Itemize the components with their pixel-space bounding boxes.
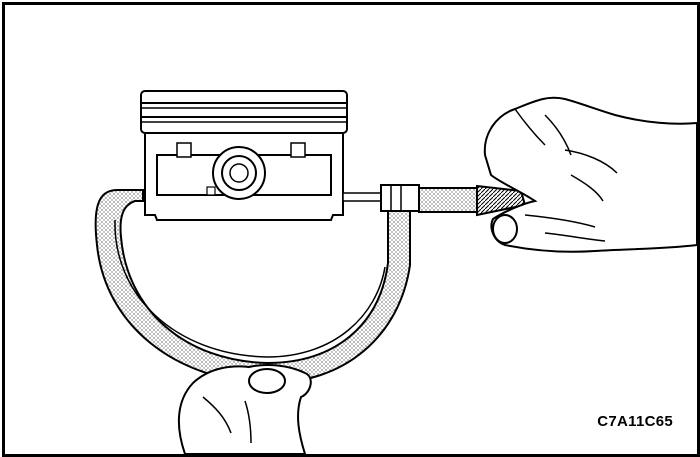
figure-code-label: C7A11C65	[597, 413, 673, 430]
right-hand	[483, 96, 697, 253]
micrometer-spindle	[342, 184, 527, 217]
left-hand	[177, 364, 312, 454]
micrometer-piston-illustration	[94, 90, 697, 454]
piston	[140, 90, 348, 221]
